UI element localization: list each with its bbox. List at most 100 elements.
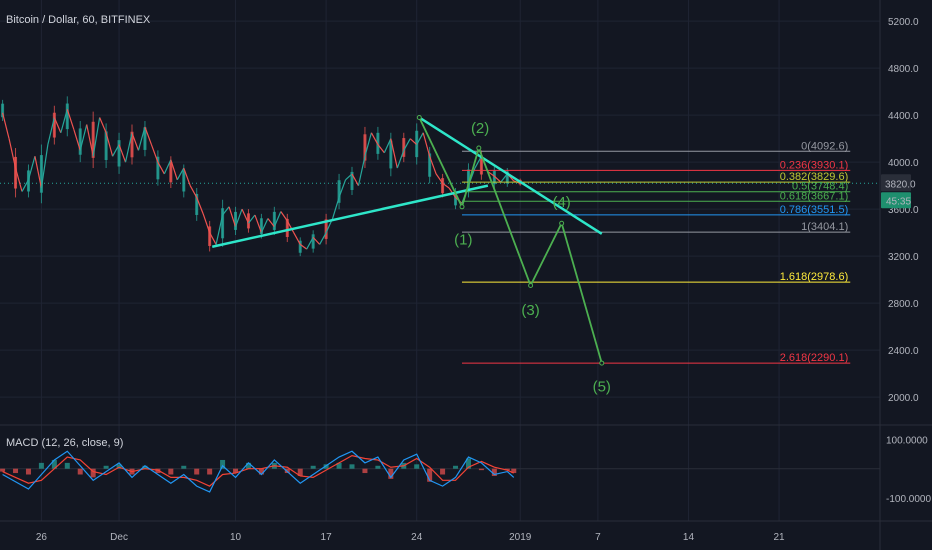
time-tick-label: 10 <box>230 532 242 543</box>
price-segment <box>403 138 411 151</box>
candle-body <box>479 155 483 175</box>
falling-resistance-trendline[interactable] <box>418 116 603 235</box>
macd-histogram-bar <box>194 468 200 475</box>
macd-histogram-bar <box>77 468 83 475</box>
candle-body <box>246 213 250 229</box>
price-segment <box>422 132 431 157</box>
candle-body <box>78 128 82 155</box>
price-tick-label: 5200.0 <box>888 17 919 28</box>
time-tick-label: 21 <box>773 532 785 543</box>
fib-level-label: 2.618(2290.1) <box>780 352 849 364</box>
elliott-wave-path[interactable] <box>418 117 603 364</box>
candle-body <box>104 131 108 160</box>
price-segment <box>429 156 437 175</box>
price-segment <box>370 132 379 145</box>
macd-histogram-bar <box>414 464 420 469</box>
price-tick-label: 2000.0 <box>888 393 919 404</box>
macd-histogram-bar <box>336 462 342 469</box>
price-segment <box>351 173 359 186</box>
price-tick-label: 4800.0 <box>888 64 919 75</box>
fib-level-label: 1(3404.1) <box>801 221 848 233</box>
candle-body <box>156 156 160 180</box>
elliott-wave-point[interactable] <box>599 360 605 366</box>
price-segment <box>260 218 269 233</box>
price-segment <box>273 211 282 228</box>
macd-histogram-bar <box>504 468 510 471</box>
time-tick-label: 2019 <box>509 532 532 543</box>
macd-histogram-bar <box>142 465 148 469</box>
elliott-wave-label: (4) <box>552 194 570 211</box>
price-segment <box>73 129 81 151</box>
price-segment <box>306 237 314 250</box>
drawing-layer[interactable]: 0(4092.6) 0.236(3930.1)0.382(3829.6)0.5(3… <box>211 115 851 396</box>
price-segment <box>118 144 127 163</box>
macd-histogram-bar <box>220 459 226 469</box>
elliott-wave-point[interactable] <box>476 145 482 151</box>
time-tick-label: Dec <box>110 532 128 543</box>
price-segment <box>332 197 340 219</box>
price-segment <box>21 179 29 192</box>
price-segment <box>53 117 62 134</box>
elliott-wave-label: (5) <box>593 378 611 395</box>
macd-histogram-bar <box>103 465 109 469</box>
candle-body <box>91 121 95 158</box>
price-segment <box>66 109 75 130</box>
macd-histogram-bar <box>427 468 433 482</box>
candle-body <box>492 170 496 185</box>
fib-level-label: 1.618(2978.6) <box>780 271 849 283</box>
candle-body <box>389 140 393 169</box>
time-tick-label: 26 <box>36 532 48 543</box>
price-segment <box>157 161 165 175</box>
macd-histogram-bar <box>491 468 497 476</box>
elliott-wave-point[interactable] <box>559 220 565 226</box>
macd-histogram-bar <box>297 468 303 476</box>
fib-level-label: 0.618(3667.1) <box>780 190 849 202</box>
macd-histogram-bar <box>116 464 122 469</box>
price-segment <box>247 214 256 224</box>
rising-support-trendline[interactable] <box>211 184 489 248</box>
price-segment <box>163 159 172 175</box>
macd-histogram-bar <box>13 468 19 474</box>
price-segment <box>222 206 230 216</box>
price-segment <box>377 144 385 154</box>
price-tick-label: 2800.0 <box>888 299 919 310</box>
price-segment <box>396 150 405 169</box>
price-segment <box>299 243 308 250</box>
macd-histogram-bar <box>440 468 446 475</box>
macd-histogram-bar <box>478 468 484 471</box>
macd-histogram-bar <box>51 459 57 469</box>
price-segment <box>202 213 211 233</box>
price-segment <box>267 218 275 228</box>
current-price-label: 3820.0 <box>885 179 916 190</box>
elliott-wave-point[interactable] <box>459 204 465 210</box>
macd-histogram-bar <box>181 465 187 469</box>
candle-body <box>14 156 18 189</box>
price-segment <box>105 132 114 157</box>
candle-body <box>272 211 276 230</box>
price-segment <box>312 236 321 245</box>
macd-histogram-bar <box>38 462 44 469</box>
price-segment <box>79 124 88 151</box>
fib-level-label: 0.786(3551.5) <box>780 204 849 216</box>
elliott-wave-point[interactable] <box>528 283 534 289</box>
candle-body <box>143 127 147 150</box>
candle-body <box>350 171 354 190</box>
elliott-wave-point[interactable] <box>416 115 422 120</box>
macd-histogram-bar <box>245 462 251 469</box>
price-segment <box>228 206 237 227</box>
macd-histogram-bar <box>168 468 174 475</box>
candle-body <box>505 171 509 184</box>
price-segment <box>40 144 49 189</box>
fib-level-label: 0(4092.6) <box>801 140 848 152</box>
price-segment <box>176 167 185 181</box>
time-tick-label: 24 <box>411 532 423 543</box>
fib-level-label: 0.5(3748.4) <box>792 181 848 193</box>
macd-histogram-bar <box>323 464 329 469</box>
time-tick-label: 7 <box>595 532 601 543</box>
candle-body <box>39 155 43 193</box>
macd-pane[interactable] <box>0 450 880 493</box>
macd-signal-line <box>2 454 515 487</box>
price-segment <box>2 112 10 139</box>
